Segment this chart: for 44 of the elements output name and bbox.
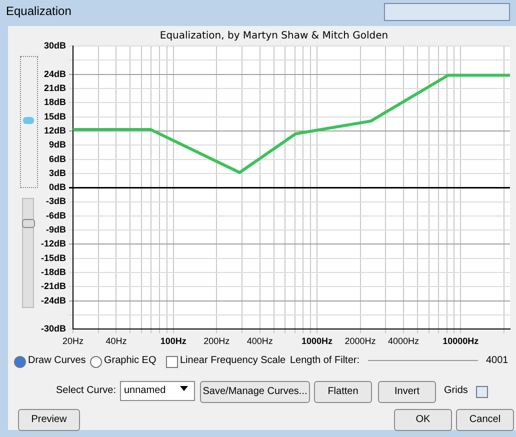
y-tick-label: 3dB	[48, 168, 66, 178]
y-tick-label: 15dB	[44, 111, 66, 122]
y-tick-label: 24dB	[44, 68, 66, 79]
chart-title: Equalization	[6, 4, 72, 18]
y-tick-label: 30dB	[44, 40, 66, 50]
x-tick-label: 20Hz	[62, 336, 84, 346]
text: Save/Manage Curves...	[200, 381, 310, 403]
text: 4001	[486, 354, 508, 368]
text: Draw Curves	[28, 354, 86, 368]
text: Cancel	[456, 409, 514, 431]
x-tick-label: 100Hz	[160, 336, 187, 346]
text: Select Curve:	[56, 384, 116, 398]
x-tick-label: 400Hz	[246, 336, 274, 346]
chart-subtitle: Equalization, by Martyn Shaw & Mitch Golden	[160, 30, 388, 42]
y-tick-label: 9dB	[48, 140, 66, 150]
y-tick-label: 12dB	[44, 125, 66, 136]
text: Invert	[378, 381, 436, 403]
x-tick-label: 2000Hz	[344, 336, 376, 346]
text: Graphic EQ	[104, 354, 156, 368]
text: Flatten	[314, 381, 372, 403]
y-tick-label: 6dB	[48, 154, 66, 164]
y-tick-label: 21dB	[44, 82, 66, 93]
y-tick-label: -24dB	[40, 295, 66, 306]
x-tick-label: 10000Hz	[442, 336, 480, 346]
x-tick-label: 1000Hz	[302, 336, 334, 346]
y-tick-label: -12dB	[40, 238, 66, 249]
y-tick-label: -6dB	[46, 210, 67, 220]
y-tick-label: -15dB	[40, 252, 66, 263]
text: OK	[394, 409, 452, 431]
x-tick-label: 200Hz	[204, 336, 230, 346]
text: Preview	[18, 409, 80, 431]
y-tick-label: -9dB	[46, 224, 67, 235]
x-tick-label: 40Hz	[106, 336, 128, 346]
text: unnamed	[120, 381, 195, 401]
y-tick-label: 0dB	[48, 182, 66, 192]
text: Grids	[444, 384, 468, 398]
y-tick-label: -18dB	[40, 267, 66, 278]
y-tick-label: -30dB	[40, 324, 66, 334]
text: Linear Frequency Scale	[180, 354, 286, 368]
x-tick-label: 4000Hz	[388, 336, 420, 346]
text: Length of Filter:	[290, 354, 360, 368]
y-tick-label: 18dB	[44, 97, 66, 108]
y-tick-label: -3dB	[46, 196, 67, 206]
y-tick-label: -21dB	[40, 281, 66, 292]
